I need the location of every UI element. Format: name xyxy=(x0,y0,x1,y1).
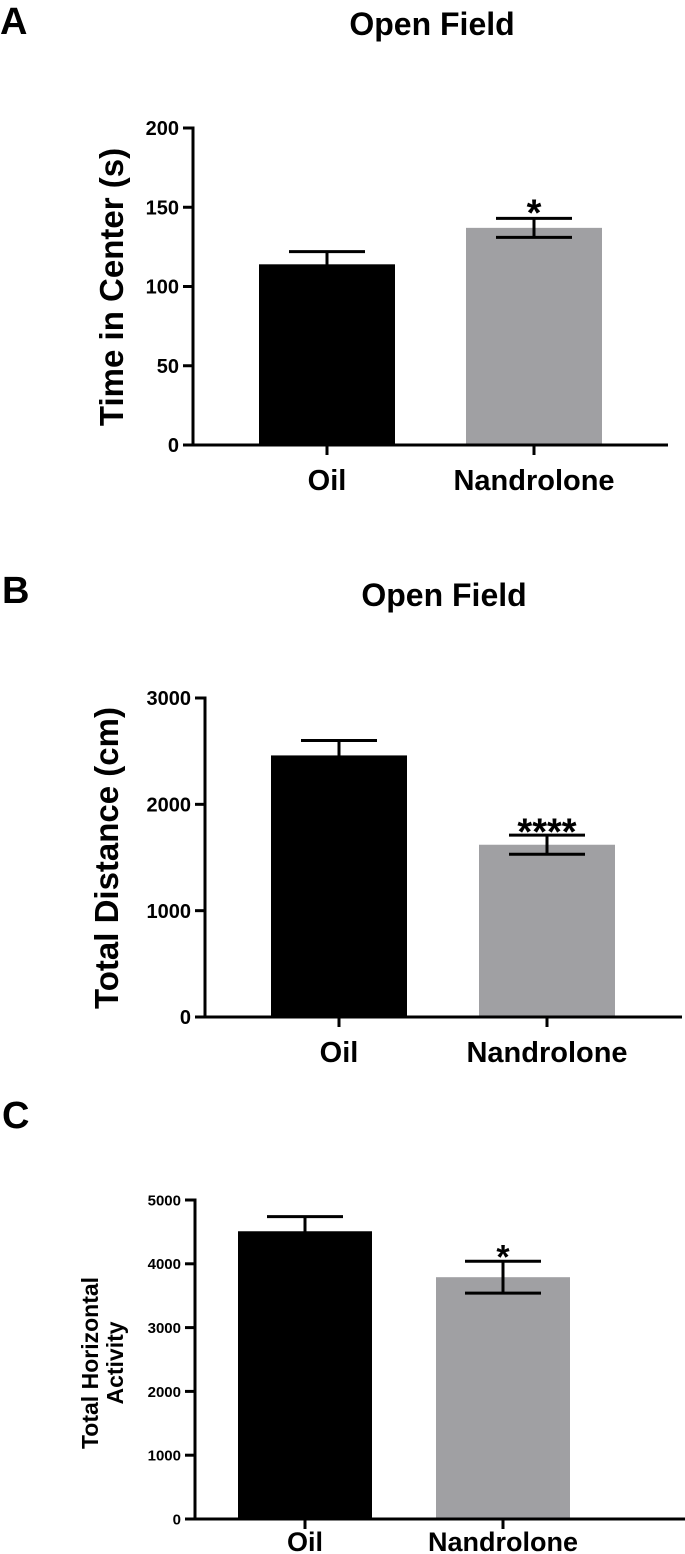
y-tick-label: 0 xyxy=(168,435,179,457)
panel-a-label: A xyxy=(0,1,27,43)
y-tick-label: 0 xyxy=(173,1511,181,1528)
panel-c-ylabel: Total HorizontalActivity xyxy=(77,1277,128,1449)
bar-oil xyxy=(271,755,407,1017)
bar-nandrolone xyxy=(466,227,602,445)
x-tick-label-oil: Oil xyxy=(320,1037,359,1069)
y-tick-label: 1000 xyxy=(147,901,192,923)
y-tick-label: 2000 xyxy=(147,795,192,817)
panel-b: B Open Field Total Distance (cm) **** 0 10… xyxy=(2,570,682,1069)
bar-oil xyxy=(259,264,395,445)
y-tick-label: 5000 xyxy=(148,1192,181,1209)
error-bar-oil xyxy=(289,250,365,277)
y-tick-label: 2000 xyxy=(148,1384,181,1401)
panel-a-title: Open Field xyxy=(349,6,514,42)
y-tick-label: 100 xyxy=(146,277,179,299)
y-tick-label: 200 xyxy=(146,118,179,140)
error-bar-nandrolone xyxy=(509,833,585,856)
panel-a-plot: * 0 50 100 150 200 Oil Nandrolone xyxy=(146,118,668,497)
x-tick-label-nandrolone: Nandrolone xyxy=(453,465,614,497)
x-tick-label-oil: Oil xyxy=(308,465,347,497)
panel-b-plot: **** 0 1000 2000 3000 Oil Nandrolone xyxy=(147,688,682,1069)
bar-oil xyxy=(238,1231,372,1519)
error-bar-oil xyxy=(301,739,377,771)
panel-c: C Total HorizontalActivity * 0 1000 2000 300… xyxy=(2,1095,685,1554)
x-tick-label-oil: Oil xyxy=(287,1527,323,1554)
error-bar-nandrolone xyxy=(496,216,572,239)
significance-marker-nandrolone: **** xyxy=(517,811,576,853)
x-tick-label-nandrolone: Nandrolone xyxy=(428,1527,578,1554)
bar-nandrolone xyxy=(436,1277,570,1519)
error-bar-nandrolone xyxy=(465,1259,541,1295)
x-tick-label-nandrolone: Nandrolone xyxy=(466,1037,627,1069)
significance-marker-nandrolone: * xyxy=(496,1239,510,1277)
bar-nandrolone xyxy=(479,844,615,1017)
y-tick-label: 0 xyxy=(180,1007,191,1029)
error-bar-oil xyxy=(267,1215,343,1246)
panel-b-label: B xyxy=(2,570,29,612)
panel-a-ylabel: Time in Center (s) xyxy=(93,148,130,426)
panel-c-plot: * 0 1000 2000 3000 4000 5000 Oil Nandrolone xyxy=(148,1192,685,1554)
significance-marker-nandrolone: * xyxy=(527,192,542,234)
panel-c-label: C xyxy=(2,1095,29,1137)
y-tick-label: 1000 xyxy=(148,1448,181,1465)
y-tick-label: 150 xyxy=(146,197,179,219)
y-tick-label: 50 xyxy=(157,356,179,378)
y-tick-label: 4000 xyxy=(148,1256,181,1273)
panel-a: A Open Field Time in Center (s) * 0 50 100 1… xyxy=(0,1,668,497)
panel-b-ylabel: Total Distance (cm) xyxy=(88,707,125,1009)
y-tick-label: 3000 xyxy=(147,688,192,710)
y-tick-label: 3000 xyxy=(148,1320,181,1337)
panel-b-title: Open Field xyxy=(361,577,526,613)
